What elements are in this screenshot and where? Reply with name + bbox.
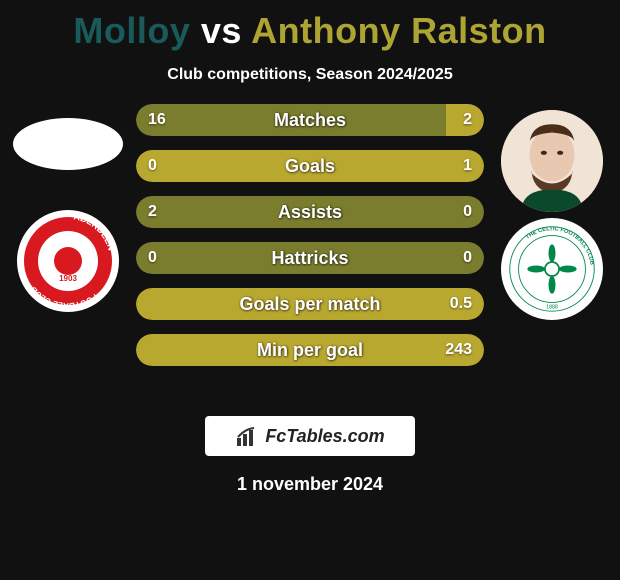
svg-text:1888: 1888	[546, 305, 558, 311]
comparison-content: ABERDEEN FOOTBALL CLUB 1903	[0, 104, 620, 404]
club-badge-left: ABERDEEN FOOTBALL CLUB 1903	[17, 210, 119, 312]
page-title: Molloy vs Anthony Ralston	[0, 0, 620, 52]
stat-bar-right	[446, 104, 484, 136]
aberdeen-crest-icon: ABERDEEN FOOTBALL CLUB 1903	[18, 211, 118, 311]
stat-bars: 162Matches 01Goals 20Assists 00Hattricks 0.5…	[136, 104, 484, 380]
stat-bar-right	[136, 288, 484, 320]
stat-bar-right	[136, 334, 484, 366]
stat-bar-right	[136, 150, 484, 182]
stat-row: 20Assists	[136, 196, 484, 228]
stat-row: 00Hattricks	[136, 242, 484, 274]
stat-row: 243Min per goal	[136, 334, 484, 366]
title-player1: Molloy	[73, 10, 190, 51]
player-left-avatar	[13, 118, 123, 170]
celtic-crest-icon: THE CELTIC FOOTBALL CLUB 1888	[508, 225, 596, 313]
title-vs: vs	[201, 10, 242, 51]
stat-bar-neutral	[136, 242, 484, 274]
stat-bar-left	[136, 196, 484, 228]
title-player2: Anthony Ralston	[251, 10, 546, 51]
stat-row: 01Goals	[136, 150, 484, 182]
stat-row: 162Matches	[136, 104, 484, 136]
subtitle: Club competitions, Season 2024/2025	[0, 66, 620, 84]
footer-date: 1 november 2024	[0, 474, 620, 495]
footer-site-name: FcTables.com	[265, 426, 384, 447]
svg-text:1903: 1903	[59, 274, 77, 283]
right-player-column: THE CELTIC FOOTBALL CLUB 1888	[492, 104, 612, 320]
club-badge-right: THE CELTIC FOOTBALL CLUB 1888	[501, 218, 603, 320]
stat-bar-left	[136, 104, 446, 136]
left-player-column: ABERDEEN FOOTBALL CLUB 1903	[8, 104, 128, 312]
player-right-avatar	[501, 110, 603, 212]
stat-row: 0.5Goals per match	[136, 288, 484, 320]
fctables-logo-icon	[235, 424, 259, 448]
footer-site-badge: FcTables.com	[205, 416, 415, 456]
